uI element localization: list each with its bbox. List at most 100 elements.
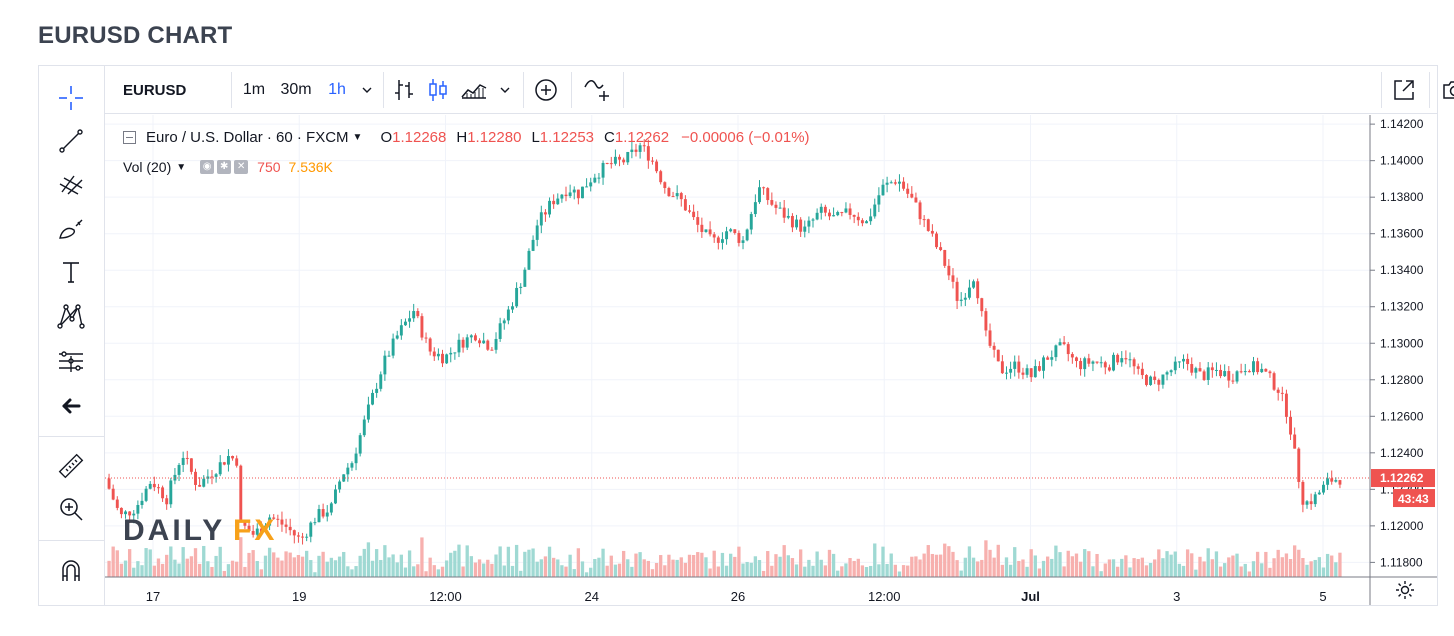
compare-icon[interactable]: [577, 66, 617, 114]
candle-body: [930, 230, 934, 234]
volume-bar: [799, 549, 803, 577]
price-chart[interactable]: 1.14200 1.14000 1.13800 1.13600 1.13400 1.132…: [105, 115, 1437, 605]
volume-bar: [630, 566, 634, 577]
add-indicator-icon[interactable]: [529, 66, 563, 114]
candle-body: [1231, 380, 1235, 382]
candle-body: [708, 229, 712, 235]
candle-body: [815, 212, 819, 220]
volume-bar: [214, 555, 218, 577]
interval-1h-button[interactable]: 1h: [328, 81, 346, 98]
volume-bar: [815, 551, 819, 577]
pattern-icon[interactable]: [51, 298, 91, 334]
candle-body: [1182, 358, 1185, 362]
time-axis-label: Jul: [1021, 589, 1040, 604]
interval-30m-button[interactable]: 30m: [280, 81, 312, 98]
crosshair-icon[interactable]: [51, 80, 91, 116]
popout-icon[interactable]: [1387, 66, 1421, 114]
trend-line-icon[interactable]: [51, 123, 91, 159]
chevron-down-icon[interactable]: [357, 66, 377, 114]
zoom-in-icon[interactable]: [51, 491, 91, 527]
volume-bar: [313, 572, 317, 577]
gear-icon[interactable]: [1394, 579, 1416, 601]
symbol-search-button[interactable]: EURUSD: [111, 66, 221, 114]
candle-body: [865, 221, 868, 224]
candle-body: [601, 162, 605, 178]
symbol-title[interactable]: Euro / U.S. Dollar · 60 · FXCM: [146, 129, 349, 146]
volume-bar: [1268, 567, 1272, 577]
camera-icon[interactable]: [1435, 66, 1454, 114]
current-price-label: 1.12262: [1380, 471, 1424, 485]
candle-body: [1268, 371, 1272, 374]
volume-bar: [144, 548, 148, 577]
volume-bar: [160, 563, 165, 577]
volume-bar: [226, 564, 231, 577]
close-icon[interactable]: ✕: [234, 160, 249, 174]
candle-body: [1313, 494, 1317, 505]
volume-label[interactable]: Vol (20): [123, 159, 172, 175]
candle-body: [795, 219, 798, 228]
candle-body: [572, 189, 576, 193]
volume-bar: [1132, 558, 1136, 577]
candle-body: [630, 149, 634, 152]
collapse-icon[interactable]: [123, 131, 136, 144]
chevron-down-icon[interactable]: [495, 66, 515, 114]
candle-body: [980, 298, 984, 312]
eye-icon[interactable]: ◉: [200, 160, 215, 174]
candle-body: [770, 200, 774, 205]
volume-bar: [444, 560, 449, 577]
candle-body: [231, 456, 235, 459]
volume-bar: [1334, 562, 1338, 577]
prediction-icon[interactable]: [51, 343, 91, 379]
legend-low: 1.12253: [539, 129, 595, 146]
candle-body: [490, 349, 494, 351]
candle-body: [1227, 371, 1231, 381]
volume-bar: [1185, 549, 1190, 577]
candle-body: [1107, 367, 1111, 371]
magnet-icon[interactable]: [51, 553, 91, 589]
volume-bar: [185, 558, 189, 577]
candle-body: [420, 316, 424, 338]
candle-body: [1079, 361, 1083, 370]
candle-body: [807, 220, 811, 227]
volume-bar: [766, 551, 770, 577]
candle-body: [651, 160, 654, 162]
volume-bar: [1173, 551, 1177, 577]
area-style-icon[interactable]: [457, 66, 491, 114]
volume-bar: [984, 540, 988, 577]
candle-body: [885, 182, 889, 185]
ruler-icon[interactable]: [51, 448, 91, 484]
candle-body: [1219, 369, 1223, 377]
candle-body: [943, 250, 947, 266]
volume-bar: [222, 570, 226, 577]
gear-icon[interactable]: ✱: [217, 160, 232, 174]
chevron-down-icon[interactable]: ▼: [176, 161, 187, 173]
chevron-down-icon[interactable]: ▼: [352, 132, 363, 143]
back-arrow-icon[interactable]: [51, 388, 91, 424]
volume-bar: [864, 567, 869, 577]
candle-body: [1272, 373, 1276, 390]
candle-body: [1042, 357, 1045, 371]
volume-bar: [572, 569, 576, 577]
pitchfork-icon[interactable]: [51, 167, 91, 203]
volume-bar: [1058, 552, 1062, 577]
volume-bar: [1317, 557, 1322, 577]
candle-body: [218, 462, 222, 475]
volume-bar: [449, 552, 453, 577]
volume-bar: [510, 565, 515, 577]
interval-1m-button[interactable]: 1m: [242, 81, 266, 98]
candles-style-icon[interactable]: [423, 66, 453, 114]
volume-bar: [980, 559, 984, 577]
bar-chart-style-icon[interactable]: [389, 66, 419, 114]
candle-body: [548, 200, 551, 215]
candle-body: [1066, 344, 1070, 355]
brush-icon[interactable]: [51, 211, 91, 247]
volume-bar: [230, 560, 235, 577]
candle-body: [1083, 358, 1087, 370]
volume-bar: [852, 560, 856, 577]
candle-body: [1301, 481, 1305, 505]
candle-body: [683, 199, 687, 211]
candle-body: [198, 484, 202, 487]
volume-bar: [1255, 551, 1260, 577]
volume-bar: [1128, 567, 1132, 577]
text-icon[interactable]: [51, 254, 91, 290]
